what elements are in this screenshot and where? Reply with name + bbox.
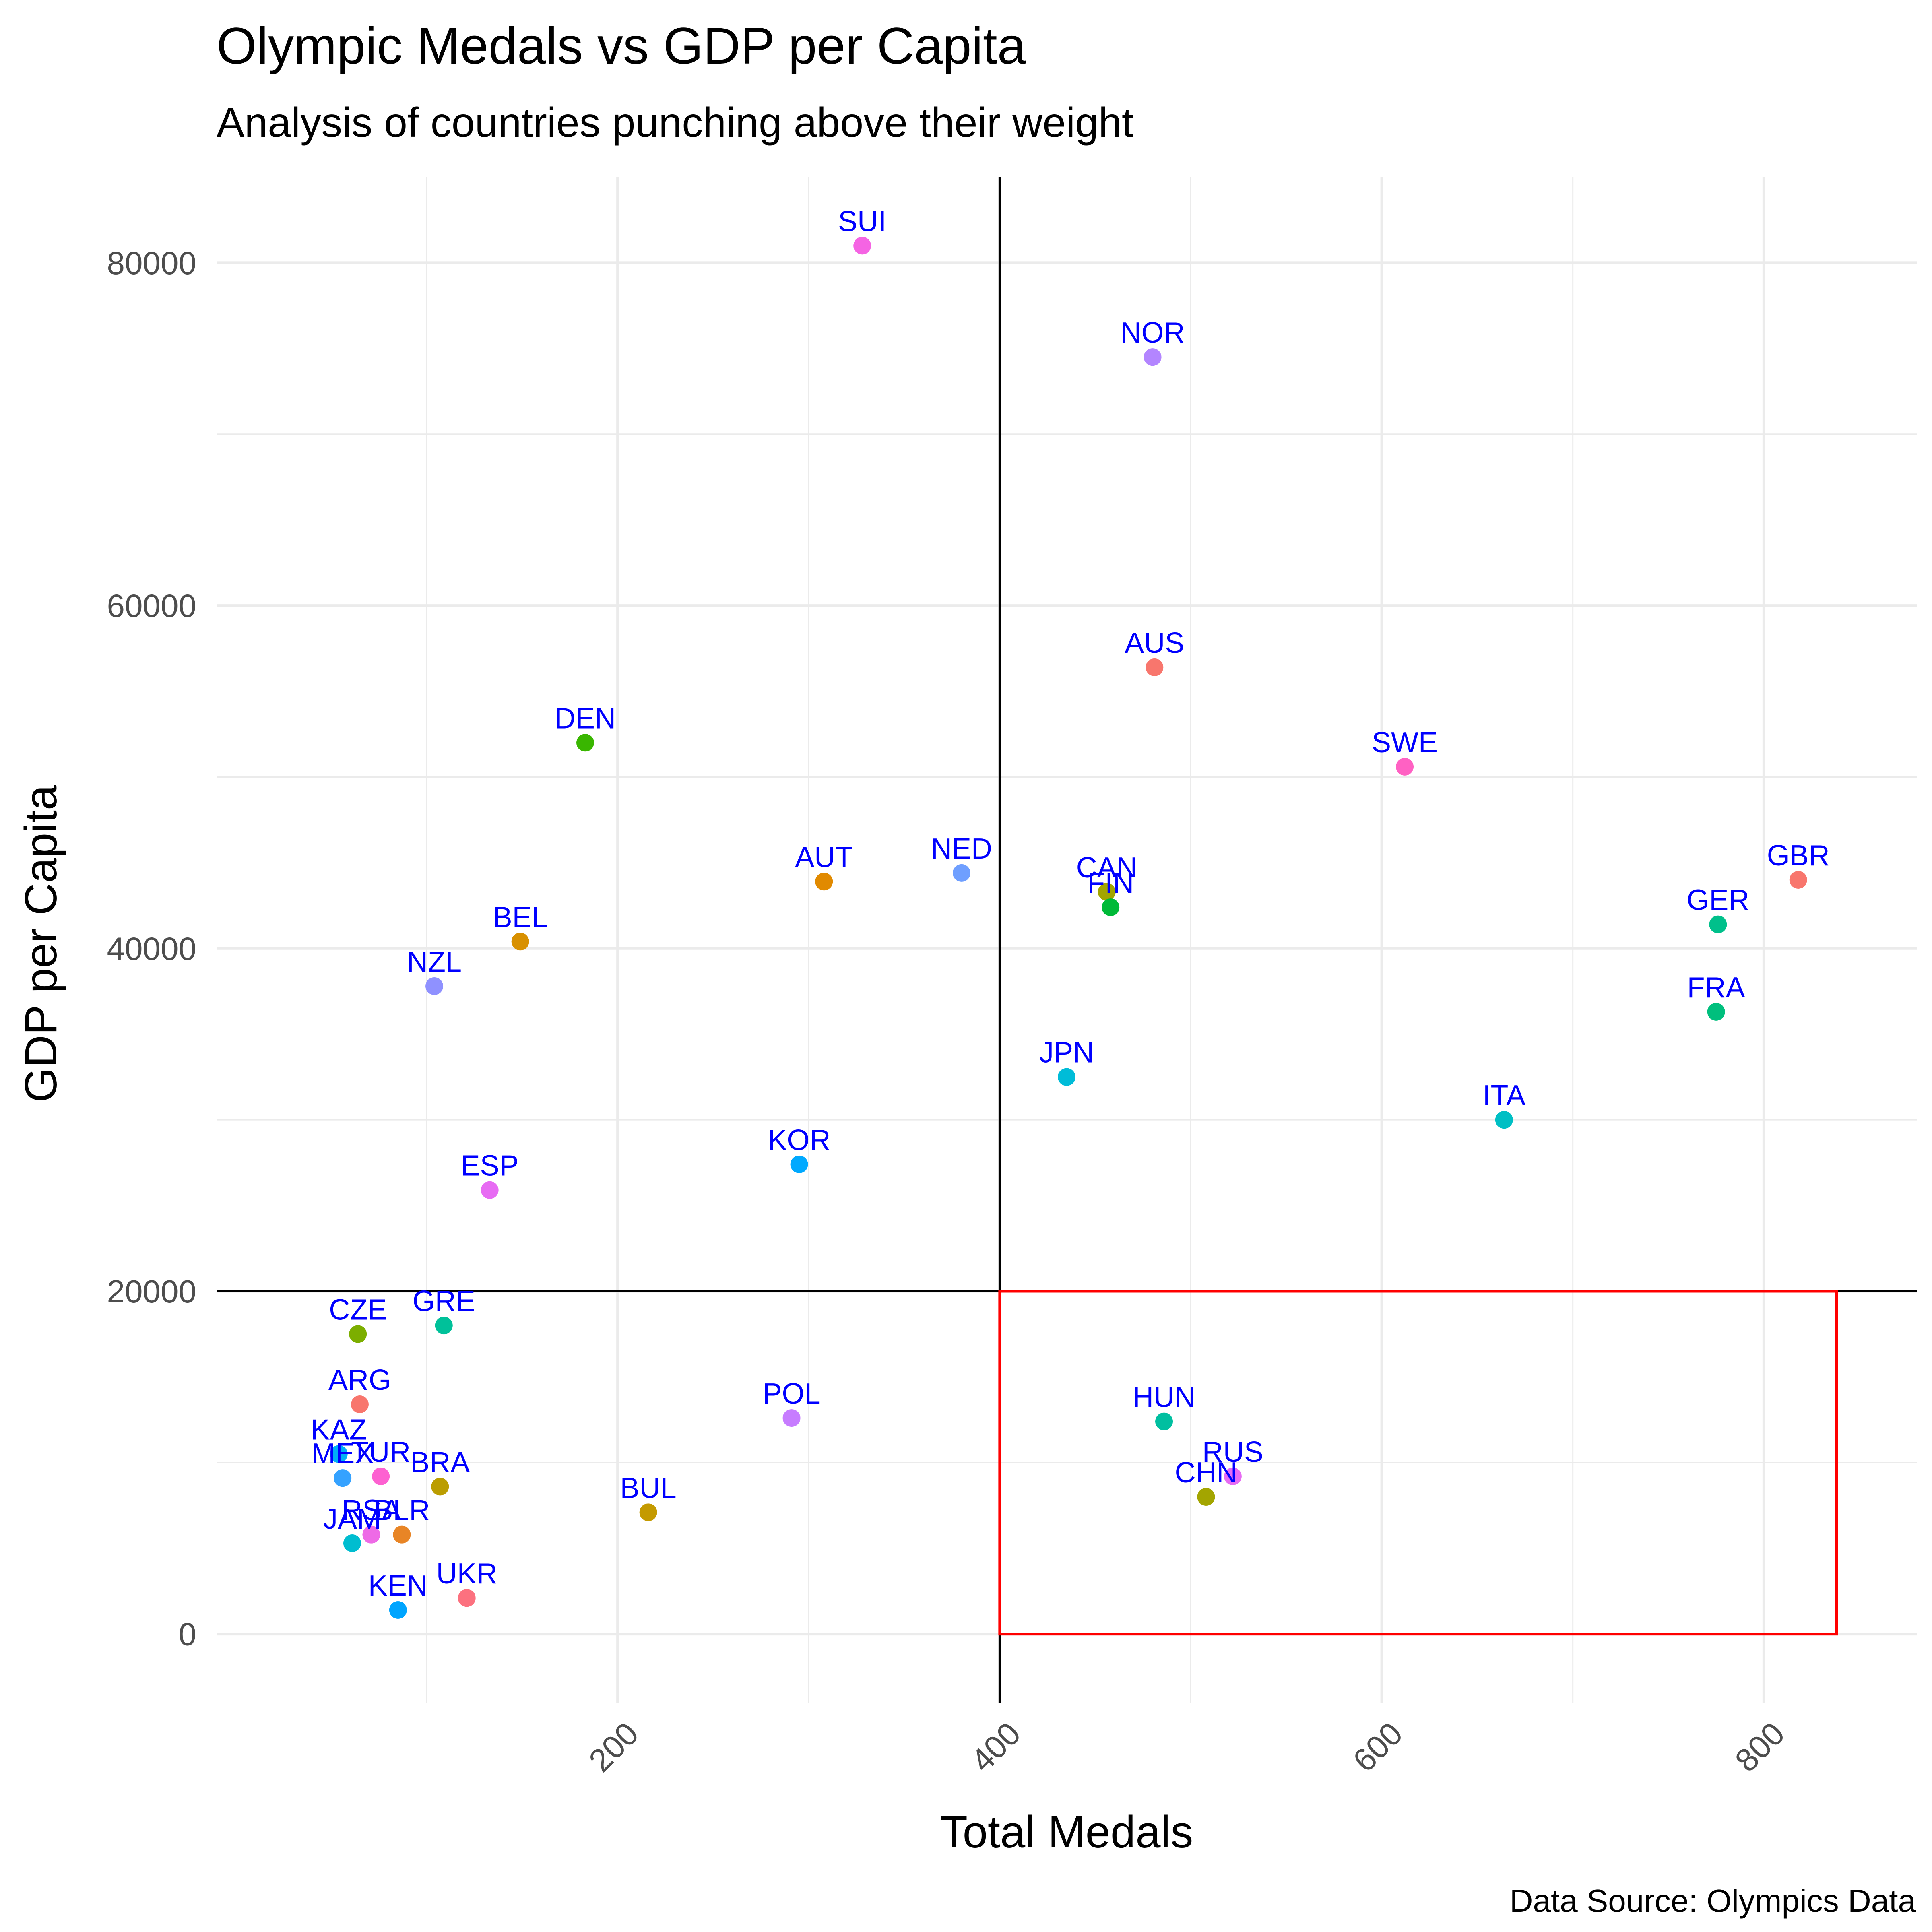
point-label-mex: MEX — [311, 1438, 374, 1470]
x-tick-label: 800 — [1728, 1715, 1792, 1779]
point-label-rsa: RSA — [341, 1494, 401, 1527]
y-tick-label: 0 — [179, 1616, 197, 1652]
point-label-ukr: UKR — [436, 1558, 497, 1590]
point-label-swe: SWE — [1372, 727, 1438, 759]
data-point-chn — [1197, 1488, 1215, 1506]
x-axis-title: Total Medals — [940, 1807, 1193, 1857]
data-point-esp — [481, 1181, 499, 1199]
point-label-blr: BLR — [374, 1494, 430, 1527]
data-point-hun — [1155, 1412, 1173, 1430]
point-label-jam: JAM — [323, 1503, 381, 1535]
data-point-fra — [1707, 1003, 1725, 1021]
data-point-rus — [1224, 1467, 1242, 1485]
data-point-kor — [790, 1155, 808, 1173]
data-point-den — [576, 734, 594, 752]
data-point-nzl — [425, 977, 444, 995]
point-label-kor: KOR — [768, 1124, 831, 1156]
data-point-pol — [782, 1409, 801, 1427]
data-point-tur — [372, 1467, 390, 1485]
point-label-can: CAN — [1076, 852, 1137, 884]
data-point-sui — [853, 237, 871, 255]
point-label-ger: GER — [1686, 884, 1749, 916]
point-label-fin: FIN — [1087, 867, 1134, 899]
data-points — [330, 237, 1807, 1619]
point-label-sui: SUI — [838, 205, 886, 237]
point-label-ned: NED — [931, 833, 992, 865]
y-axis-title: GDP per Capita — [16, 785, 66, 1102]
data-point-can — [1098, 883, 1116, 901]
data-point-fin — [1102, 898, 1120, 916]
data-point-ken — [389, 1601, 407, 1619]
data-point-nor — [1144, 348, 1162, 366]
point-label-ken: KEN — [368, 1570, 428, 1602]
point-label-den: DEN — [555, 702, 616, 735]
point-label-esp: ESP — [461, 1150, 519, 1182]
point-label-ita: ITA — [1483, 1080, 1526, 1112]
y-axis-ticks: 0 20000 40000 60000 80000 — [107, 245, 196, 1652]
point-label-tur: TUR — [351, 1436, 411, 1468]
data-point-ned — [952, 864, 970, 882]
x-tick-label: 400 — [964, 1715, 1027, 1779]
data-point-mex — [334, 1469, 352, 1487]
highlight-box-layer — [998, 1290, 1838, 1636]
data-point-cze — [349, 1325, 367, 1343]
point-label-arg: ARG — [328, 1364, 391, 1396]
point-label-fra: FRA — [1687, 972, 1745, 1004]
data-point-aut — [815, 873, 833, 891]
data-point-gre — [435, 1317, 453, 1335]
reference-lines — [217, 177, 1917, 1703]
point-label-kaz: KAZ — [311, 1414, 367, 1446]
data-point-ukr — [458, 1589, 476, 1607]
point-label-nor: NOR — [1121, 317, 1185, 349]
data-point-arg — [351, 1395, 369, 1414]
highlight-box — [998, 1290, 1838, 1636]
chart-subtitle: Analysis of countries punching above the… — [217, 99, 1133, 146]
point-label-nzl: NZL — [407, 946, 462, 978]
data-point-aus — [1146, 658, 1164, 676]
y-tick-label: 20000 — [107, 1274, 196, 1309]
point-label-pol: POL — [763, 1378, 821, 1410]
data-point-bul — [639, 1503, 657, 1521]
chart-title: Olympic Medals vs GDP per Capita — [217, 17, 1026, 75]
point-label-gbr: GBR — [1767, 840, 1830, 872]
data-point-bel — [511, 933, 529, 951]
data-point-rsa — [362, 1525, 380, 1544]
point-label-chn: CHN — [1174, 1457, 1237, 1489]
data-point-bra — [431, 1478, 449, 1496]
point-label-bul: BUL — [620, 1472, 677, 1504]
data-point-jpn — [1058, 1068, 1075, 1086]
data-point-swe — [1396, 758, 1414, 776]
x-axis-ticks: 200 400 600 800 — [582, 1715, 1792, 1779]
chart-caption: Data Source: Olympics Data — [1510, 1883, 1916, 1919]
x-tick-label: 200 — [582, 1715, 645, 1779]
data-point-ger — [1709, 915, 1727, 933]
data-point-blr — [393, 1525, 411, 1544]
point-label-jpn: JPN — [1039, 1037, 1094, 1069]
data-point-gbr — [1789, 871, 1807, 889]
point-label-rus: RUS — [1202, 1436, 1263, 1468]
y-tick-label: 60000 — [107, 588, 196, 624]
data-point-ita — [1495, 1111, 1513, 1129]
point-label-bra: BRA — [410, 1446, 470, 1478]
data-point-kaz — [330, 1445, 348, 1463]
x-tick-label: 600 — [1346, 1715, 1409, 1779]
point-label-aus: AUS — [1125, 627, 1184, 659]
y-tick-label: 80000 — [107, 245, 196, 281]
y-tick-label: 40000 — [107, 931, 196, 966]
point-label-gre: GRE — [413, 1285, 475, 1317]
point-label-hun: HUN — [1133, 1381, 1195, 1414]
point-label-cze: CZE — [329, 1294, 387, 1326]
grid-lines — [217, 177, 1917, 1703]
data-point-jam — [343, 1534, 361, 1552]
point-label-bel: BEL — [493, 901, 548, 933]
point-label-aut: AUT — [795, 841, 853, 873]
